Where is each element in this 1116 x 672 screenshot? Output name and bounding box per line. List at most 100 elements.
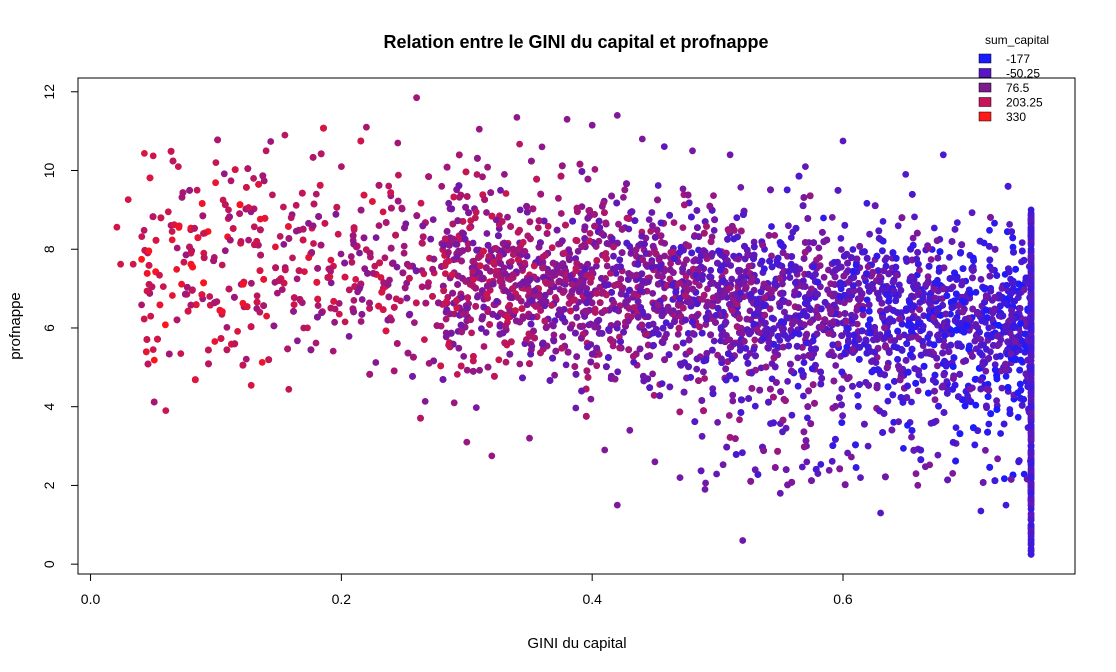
scatter-point: [405, 311, 413, 319]
scatter-point: [285, 235, 293, 242]
scatter-point: [502, 358, 510, 366]
scatter-point: [272, 243, 279, 251]
scatter-point: [508, 258, 515, 265]
scatter-point: [143, 270, 151, 277]
scatter-point: [982, 446, 989, 454]
scatter-point: [815, 244, 823, 252]
scatter-point: [646, 384, 654, 391]
scatter-point: [610, 299, 618, 307]
scatter-point: [183, 283, 191, 291]
scatter-point: [879, 218, 887, 225]
scatter-point: [290, 301, 298, 308]
scatter-point: [737, 184, 745, 191]
scatter-point: [357, 318, 365, 325]
scatter-point: [828, 457, 836, 465]
scatter-point: [1009, 243, 1017, 251]
scatter-point: [395, 171, 402, 179]
scatter-point: [285, 385, 293, 393]
scatter-point: [442, 333, 450, 341]
scatter-point: [898, 320, 906, 328]
scatter-point: [884, 397, 892, 405]
scatter-point: [916, 266, 923, 274]
scatter-point: [278, 286, 286, 293]
scatter-point: [615, 220, 622, 228]
scatter-point: [787, 234, 795, 242]
scatter-point: [140, 315, 148, 323]
scatter-point: [700, 368, 707, 376]
scatter-point: [483, 209, 490, 216]
scatter-point: [617, 338, 624, 345]
scatter-point: [378, 288, 386, 296]
scatter-point: [221, 201, 229, 209]
scatter-point: [480, 343, 488, 350]
scatter-point: [227, 177, 235, 185]
scatter-point: [453, 371, 461, 378]
scatter-point: [781, 308, 788, 316]
scatter-point: [442, 315, 450, 323]
scatter-point: [625, 225, 633, 233]
scatter-point: [360, 234, 368, 242]
scatter-point: [751, 402, 759, 410]
scatter-point: [649, 222, 656, 230]
scatter-point: [478, 325, 485, 332]
scatter-point: [479, 173, 486, 181]
scatter-point: [820, 273, 828, 281]
scatter-point: [464, 245, 472, 253]
scatter-point: [280, 241, 288, 248]
scatter-point: [654, 182, 662, 189]
scatter-point: [571, 363, 579, 370]
scatter-point: [584, 343, 591, 351]
scatter-point: [658, 380, 666, 387]
scatter-point: [802, 437, 810, 444]
scatter-point: [516, 226, 523, 234]
scatter-point: [523, 301, 531, 309]
scatter-point: [1014, 413, 1022, 421]
scatter-point: [711, 216, 718, 224]
scatter-point: [908, 433, 915, 441]
scatter-point: [591, 166, 599, 173]
scatter-point: [977, 275, 985, 283]
scatter-point: [803, 458, 811, 466]
scatter-point: [729, 391, 737, 399]
scatter-point: [693, 207, 701, 214]
scatter-point: [476, 366, 483, 374]
scatter-point: [610, 252, 617, 260]
scatter-point: [562, 361, 570, 369]
scatter-point: [947, 285, 955, 293]
scatter-point: [650, 391, 658, 399]
scatter-point: [225, 285, 233, 293]
scatter-point: [289, 254, 296, 262]
scatter-point: [261, 214, 269, 222]
scatter-point: [445, 199, 453, 207]
scatter-point: [445, 341, 453, 349]
scatter-point: [861, 420, 868, 428]
scatter-point: [548, 244, 556, 252]
scatter-point: [593, 262, 600, 270]
scatter-point: [680, 388, 688, 396]
scatter-point: [614, 368, 622, 376]
scatter-point: [1004, 384, 1012, 391]
scatter-point: [805, 270, 812, 278]
scatter-point: [417, 199, 425, 207]
scatter-point: [605, 354, 612, 361]
scatter-point: [1021, 330, 1029, 338]
scatter-point: [429, 293, 436, 300]
scatter-point: [841, 221, 849, 229]
scatter-point: [335, 310, 343, 318]
scatter-point: [800, 359, 808, 366]
scatter-point: [733, 214, 741, 222]
scatter-point: [392, 295, 400, 303]
scatter-point: [768, 252, 775, 260]
scatter-point: [467, 316, 474, 324]
scatter-point: [952, 424, 960, 431]
scatter-point: [647, 227, 655, 235]
scatter-point: [212, 179, 220, 187]
scatter-point: [672, 343, 680, 351]
scatter-point: [625, 346, 633, 354]
scatter-point: [267, 138, 275, 145]
scatter-point: [943, 378, 951, 385]
scatter-point: [825, 466, 833, 474]
chart-title: Relation entre le GINI du capital et pro…: [383, 32, 768, 52]
scatter-point: [702, 356, 710, 364]
scatter-point: [968, 209, 976, 217]
